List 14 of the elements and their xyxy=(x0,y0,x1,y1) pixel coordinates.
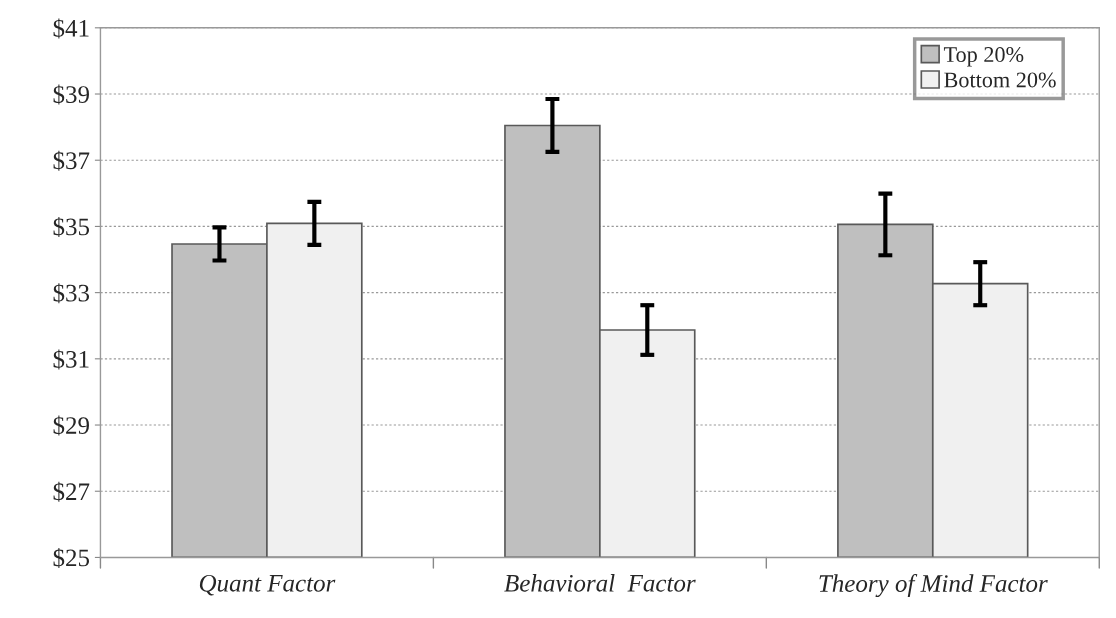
y-tick-label: $41 xyxy=(53,18,89,39)
y-tick-label: $29 xyxy=(53,415,89,436)
y-tick-label: $37 xyxy=(53,150,90,171)
x-tick-label: Behavioral Factor xyxy=(504,574,696,592)
y-tick-label: $35 xyxy=(53,216,90,237)
y-tick-label: $31 xyxy=(53,349,89,370)
y-tick-label: $33 xyxy=(53,283,90,304)
y-tick-label: $25 xyxy=(53,548,90,569)
legend-label: Top 20% xyxy=(943,47,1024,67)
y-tick-label: $27 xyxy=(53,481,90,502)
x-tick-label: Quant Factor xyxy=(199,574,336,596)
legend-label: Bottom 20% xyxy=(944,72,1056,88)
x-tick-label: Theory of Mind Factor xyxy=(819,574,1048,598)
y-tick-label: $39 xyxy=(53,84,89,105)
